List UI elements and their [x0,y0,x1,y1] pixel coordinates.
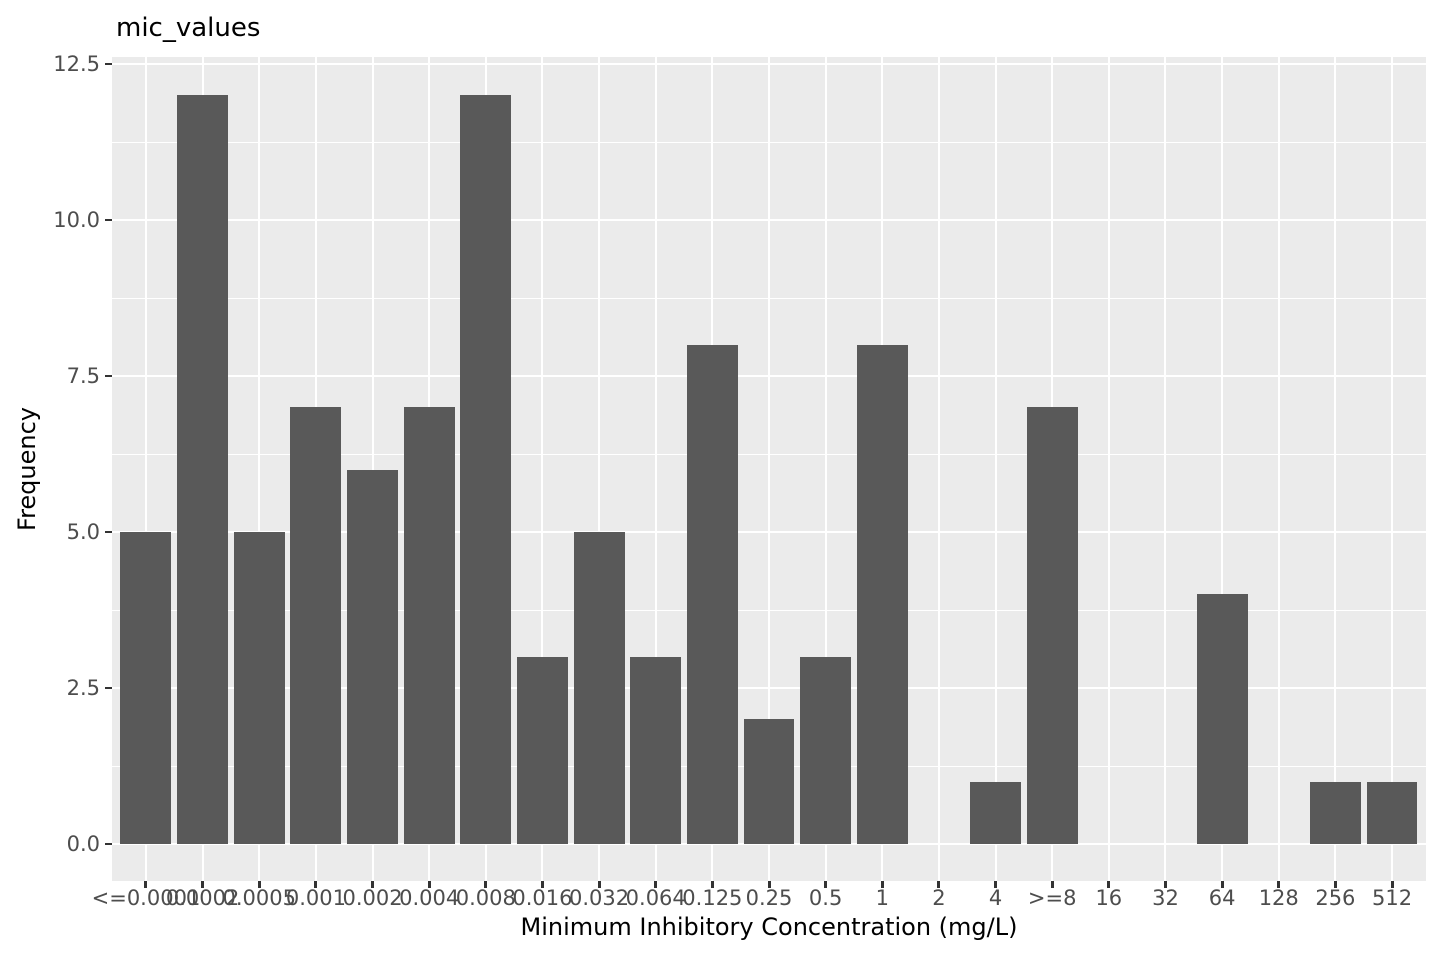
x-tick-label: 0.0005 [222,886,296,910]
major-gridline-vertical [258,57,261,881]
bar [233,532,285,844]
bar [290,407,342,844]
x-tick-label: 128 [1258,886,1299,910]
x-tick-label: 2 [932,886,946,910]
x-tick-mark [654,881,658,888]
x-tick-label: 512 [1371,886,1413,910]
x-axis-title: Minimum Inhibitory Concentration (mg/L) [520,913,1018,941]
y-tick-label: 2.5 [66,676,100,700]
x-tick-mark [257,881,261,888]
major-gridline-vertical [1277,57,1280,881]
y-tick-label: 12.5 [53,52,100,76]
x-tick-label: 0.0002 [165,886,240,910]
major-gridline-vertical [598,57,601,881]
plot-title: mic_values [116,13,261,43]
y-tick-mark [105,375,112,377]
major-gridline-vertical [937,57,940,881]
x-tick-mark [484,881,488,888]
bar [347,469,399,844]
bar [1366,781,1418,844]
bar [630,656,682,844]
y-tick-label: 5.0 [66,520,100,544]
x-tick-mark [371,881,375,888]
y-tick-label: 10.0 [53,208,100,232]
x-tick-mark [144,881,148,888]
x-tick-mark [824,881,828,888]
x-tick-mark [1107,881,1111,888]
y-axis-title: Frequency [13,407,41,531]
y-tick-mark [105,219,112,221]
y-tick-mark [105,531,112,533]
major-gridline-vertical [1107,57,1110,881]
major-gridline-vertical [1164,57,1167,881]
y-tick-mark [105,843,112,845]
major-gridline-vertical [371,57,374,881]
x-tick-mark [1220,881,1224,888]
x-tick-label: 0.032 [569,886,630,910]
x-tick-mark [937,881,941,888]
major-gridline-vertical [824,57,827,881]
x-tick-mark [1390,881,1394,888]
x-tick-label: 16 [1095,886,1123,910]
x-tick-label: >=8 [1027,886,1077,910]
bar [573,532,625,844]
x-tick-mark [1050,881,1054,888]
major-gridline-vertical [654,57,657,881]
major-gridline-vertical [1334,57,1337,881]
x-tick-label: 256 [1315,886,1356,910]
bar [516,656,568,844]
y-tick-mark [105,63,112,65]
bar [460,95,512,844]
plot-panel [112,57,1426,881]
bar [1026,407,1078,844]
bar [686,344,738,844]
x-tick-mark [767,881,771,888]
x-tick-mark [540,881,544,888]
major-gridline-vertical [768,57,770,881]
x-tick-mark [314,881,318,888]
y-tick-label: 0.0 [66,832,100,856]
x-tick-mark [994,881,998,888]
y-tick-mark [105,687,112,689]
bar [856,344,908,844]
x-tick-mark [201,881,205,888]
x-tick-mark [880,881,884,888]
bar [1196,594,1248,844]
bar [800,656,852,844]
x-tick-label: 0.125 [682,886,743,910]
x-tick-label: 1 [875,886,889,910]
x-tick-label: 0.5 [808,886,843,910]
x-tick-mark [427,881,431,888]
major-gridline-vertical [994,57,997,881]
x-tick-label: 0.25 [745,886,793,910]
x-tick-label: 0.004 [399,886,460,910]
bar [743,719,795,844]
bar [1309,781,1361,844]
x-tick-label: 32 [1152,886,1179,910]
bar [177,95,229,844]
x-tick-label: 0.008 [455,886,516,910]
major-gridline-vertical [541,57,544,881]
y-tick-label: 7.5 [66,364,100,388]
x-tick-mark [1333,881,1337,888]
bar [403,407,455,844]
x-tick-label: 0.016 [512,886,573,910]
x-tick-label: <=0.0001 [91,886,201,910]
x-tick-label: 4 [988,886,1003,910]
major-gridline-vertical [144,57,147,881]
bar [970,781,1022,844]
major-gridline-vertical [1221,57,1224,881]
x-tick-label: 64 [1208,886,1236,910]
x-tick-label: 0.064 [625,886,686,910]
bar [120,532,172,844]
x-tick-label: 0.002 [342,886,403,910]
x-tick-mark [1277,881,1281,888]
x-tick-mark [597,881,601,888]
x-tick-label: 0.001 [285,886,346,910]
x-tick-mark [710,881,714,888]
major-gridline-vertical [1391,57,1394,881]
x-tick-mark [1163,881,1167,888]
